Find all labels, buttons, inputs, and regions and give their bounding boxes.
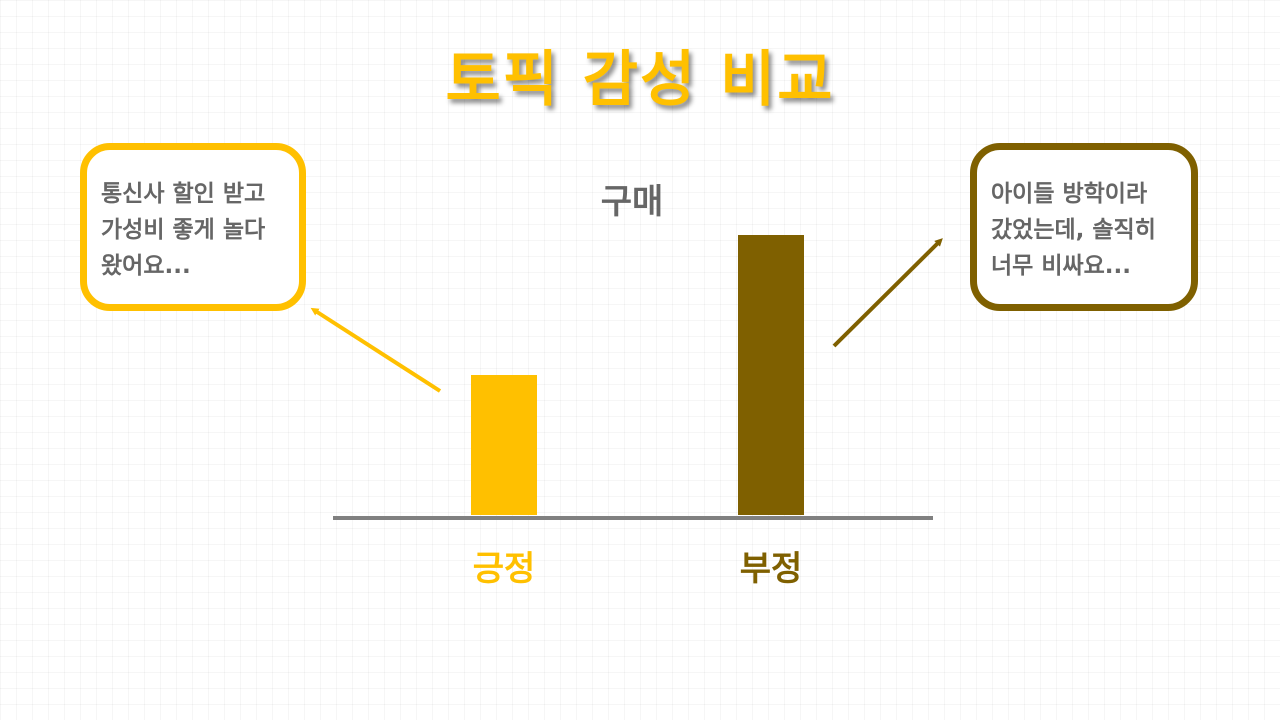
chart-title: 구매: [601, 182, 664, 222]
category-label-positive: 긍정: [473, 549, 536, 589]
bar-positive: [471, 375, 537, 515]
category-labels: 긍정 부정: [473, 549, 803, 589]
positive-callout-arrow: [310, 307, 442, 393]
positive-review-callout: 통신사 할인 받고 가성비 좋게 놀다 왔어요...: [80, 143, 306, 311]
negative-callout-arrow: [832, 238, 943, 348]
slide-title: 토픽 감성 비교: [445, 45, 835, 115]
negative-review-callout: 아이들 방학이라 갔었는데, 솔직히 너무 비싸요...: [970, 143, 1198, 311]
bars-group: [471, 235, 804, 515]
category-label-negative: 부정: [740, 549, 803, 589]
bar-negative: [738, 235, 804, 515]
